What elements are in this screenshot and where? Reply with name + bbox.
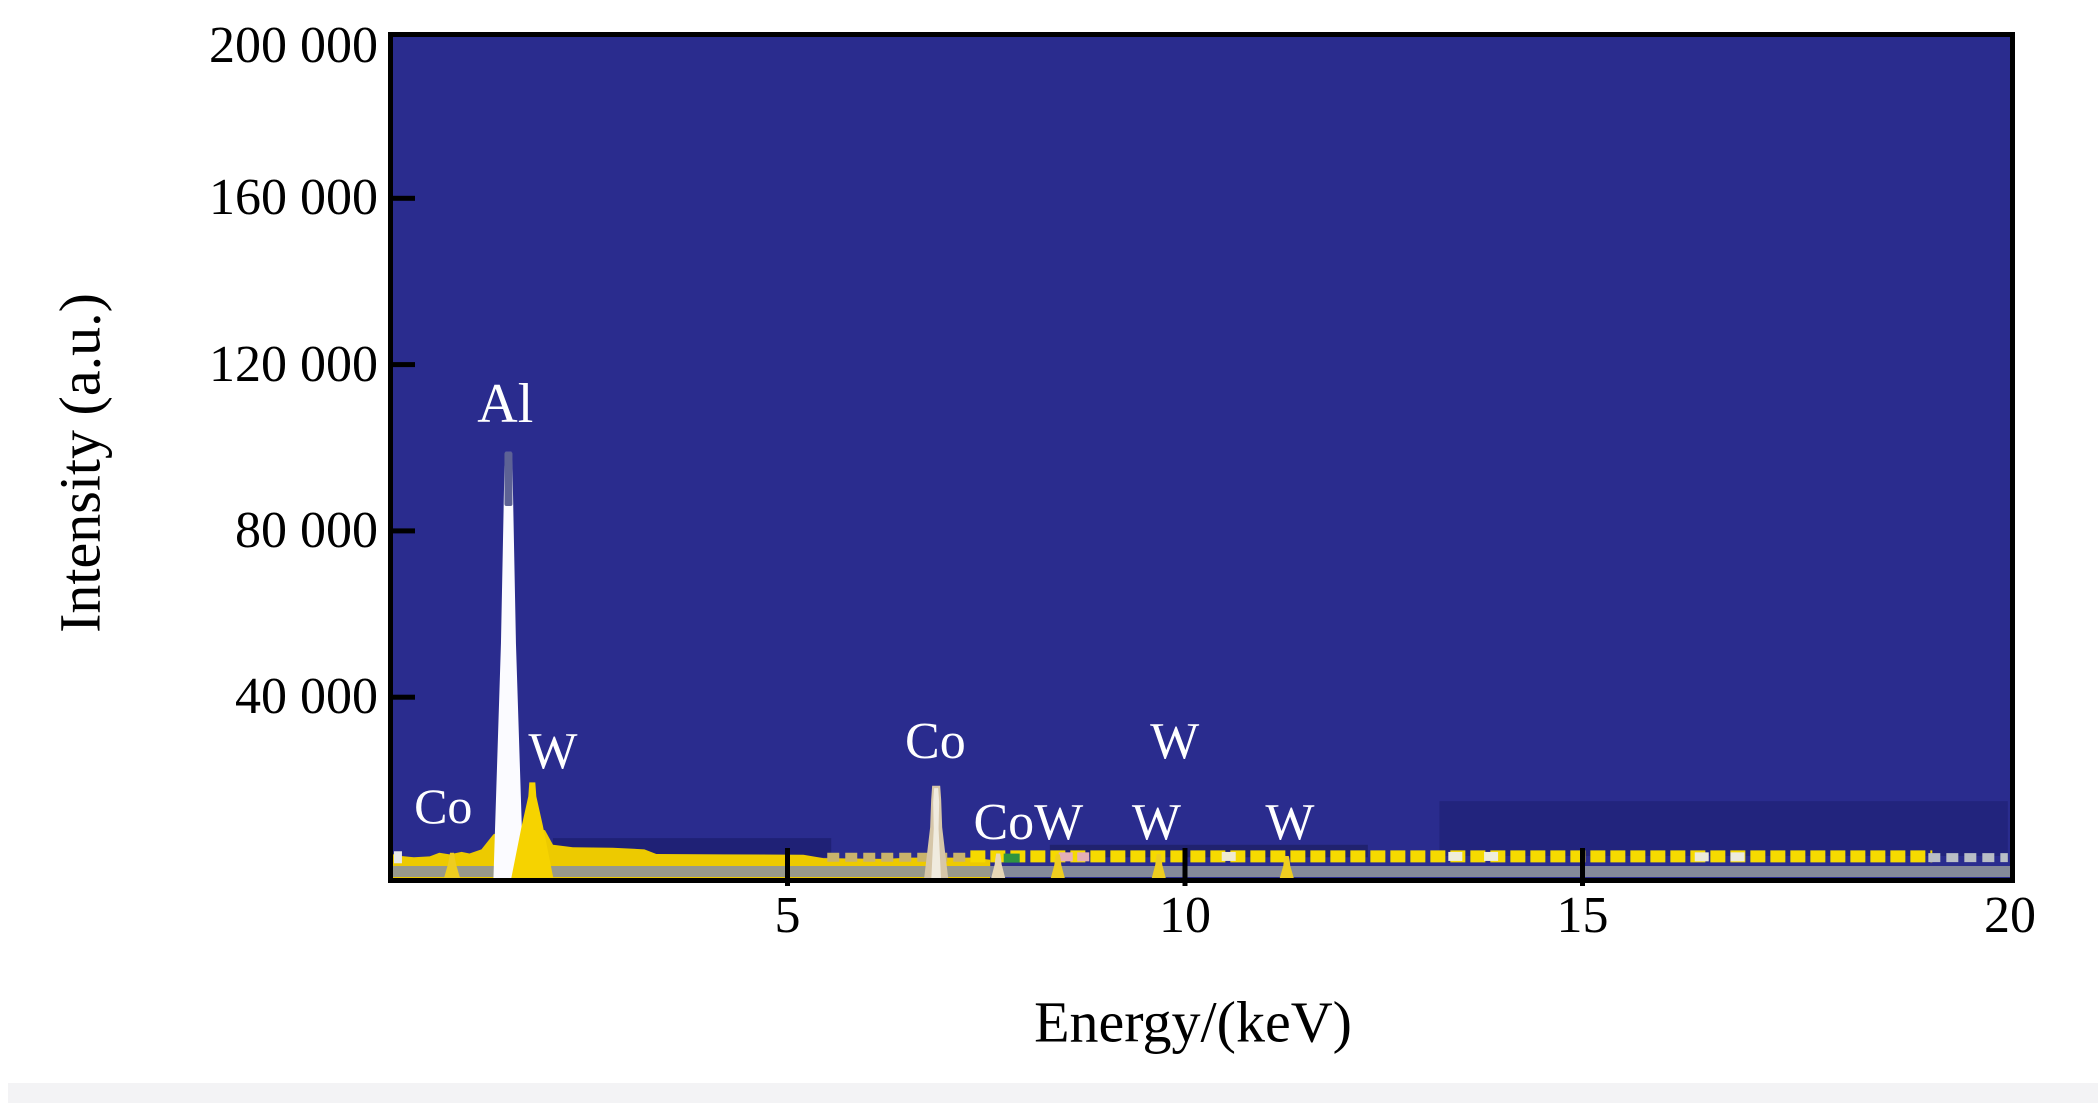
x-tick-label-10: 10	[1159, 887, 1211, 944]
x-tick-label-20: 20	[1984, 887, 2036, 944]
element-label-w: W	[528, 723, 578, 781]
plot-area	[388, 32, 2015, 883]
y-tick-label-160000: 160 000	[209, 169, 378, 227]
y-tick-label-200000: 200 000	[209, 17, 378, 74]
y-tick-label-80000: 80 000	[235, 501, 378, 559]
y-tick-label-40000: 40 000	[235, 668, 378, 726]
bottom-strip	[8, 1083, 2098, 1103]
element-label-al: Al	[477, 373, 534, 436]
y-tick-label-120000: 120 000	[209, 335, 378, 393]
x-tick-label-15: 15	[1556, 887, 1609, 944]
element-label-w: W	[1131, 793, 1181, 851]
element-label-w: W	[1150, 713, 1200, 771]
element-label-cow: CoW	[973, 793, 1084, 851]
element-label-w: W	[1265, 793, 1315, 851]
x-tick-label-5: 5	[774, 887, 801, 944]
element-label-co: Co	[414, 778, 473, 835]
x-axis-title: Energy/(keV)	[1034, 989, 1352, 1055]
element-label-co: Co	[905, 713, 966, 771]
